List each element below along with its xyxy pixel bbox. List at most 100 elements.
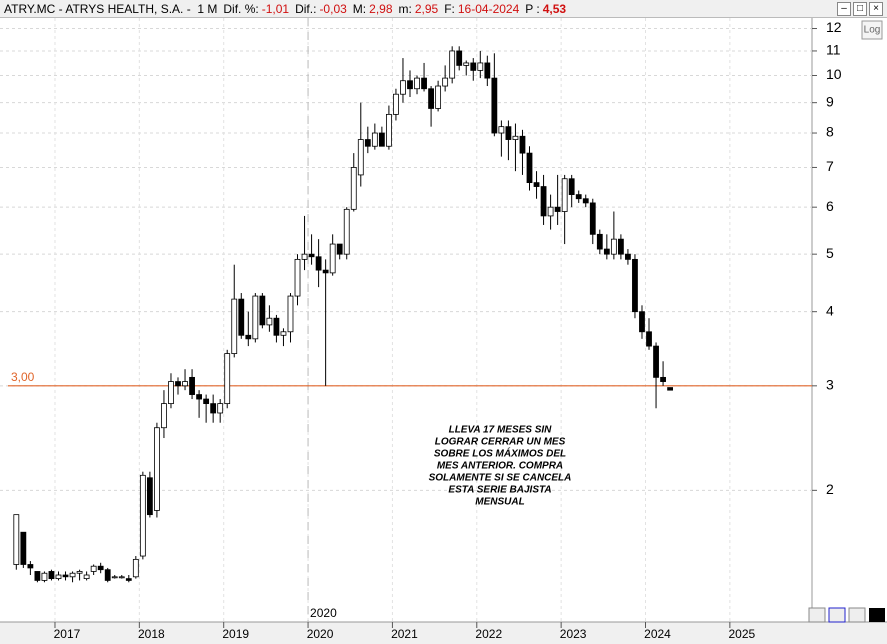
- candle-body: [653, 345, 659, 378]
- candle-body: [470, 62, 477, 71]
- chart: Log 2 3 4 5 6 7 8 9 10 11 12 2017 2018 2019 2020 2021 20…: [0, 18, 887, 644]
- candle-body: [477, 62, 484, 71]
- candle-body: [456, 50, 463, 66]
- candle-body: [463, 62, 470, 66]
- candle-body: [294, 258, 301, 297]
- candle-body: [48, 571, 55, 580]
- candle-body: [41, 572, 48, 581]
- y-tick-label: 11: [826, 42, 841, 58]
- maximize[interactable]: □: [853, 2, 867, 16]
- tool-icon[interactable]: [808, 607, 826, 623]
- candle-body: [259, 295, 266, 326]
- x-tick-label: 2024: [644, 627, 671, 641]
- y-tick-label: 2: [826, 481, 834, 497]
- candle-body: [371, 132, 378, 147]
- candle-body: [540, 186, 547, 217]
- candle-body: [146, 477, 153, 516]
- candle-body: [301, 253, 308, 260]
- candle-body: [554, 206, 561, 212]
- vertical-marker-label: 2020: [310, 606, 337, 620]
- candle-body: [224, 353, 231, 405]
- x-tick-label: 2019: [222, 627, 249, 641]
- candle-body: [168, 381, 174, 405]
- field-value: -0,03: [319, 2, 347, 16]
- candle-body: [575, 194, 582, 200]
- y-tick-label: 12: [826, 19, 842, 35]
- horizontal-line-label: 3,00: [11, 370, 35, 384]
- candle-body: [238, 298, 245, 336]
- candle-body: [596, 233, 603, 250]
- candle-body: [118, 576, 125, 579]
- candle-body: [625, 253, 631, 260]
- candle-body: [55, 574, 62, 580]
- y-tick-label: 7: [826, 158, 834, 174]
- window-buttons: – □ ×: [837, 2, 883, 16]
- candle-body: [660, 376, 666, 382]
- minimize[interactable]: –: [837, 2, 851, 16]
- candle-body: [393, 93, 399, 115]
- annotation-line: SOBRE LOS MÁXIMOS DEL: [434, 447, 566, 460]
- x-tick-label: 2023: [560, 627, 587, 641]
- candle-body: [421, 77, 427, 90]
- candle-body: [329, 243, 336, 274]
- candle-body: [505, 126, 512, 140]
- annotation-line: ESTA SERIE BAJISTA: [448, 485, 551, 496]
- candle-body: [322, 269, 329, 274]
- candle-body: [357, 139, 364, 176]
- close[interactable]: ×: [869, 2, 883, 16]
- candle-body: [97, 565, 104, 571]
- background: [0, 18, 887, 644]
- candle-body: [512, 135, 519, 140]
- candle-body: [154, 427, 160, 511]
- candle-body: [617, 238, 624, 255]
- field-label: m:: [398, 2, 412, 16]
- field-value: 16-04-2024: [457, 2, 520, 16]
- x-axis-strip: [0, 622, 887, 644]
- y-tick-label: 5: [826, 245, 834, 261]
- candle-body: [111, 576, 118, 579]
- log-button-label: Log: [864, 25, 881, 36]
- field-label: P :: [525, 2, 540, 16]
- y-tick-label: 6: [826, 198, 834, 214]
- candle-body: [343, 208, 350, 255]
- y-tick-label: 10: [826, 66, 842, 82]
- candle-body: [27, 564, 34, 569]
- candle-body: [435, 85, 442, 109]
- field-value: 4,53: [542, 2, 567, 16]
- candle-body: [273, 317, 280, 336]
- candle-body: [69, 572, 76, 578]
- candle-body: [336, 243, 343, 255]
- candle-body: [266, 317, 273, 326]
- field-label: F:: [444, 2, 455, 16]
- candle-body: [231, 298, 238, 354]
- candle-body: [568, 178, 575, 196]
- candle-body: [449, 50, 456, 79]
- save-icon[interactable]: [828, 607, 846, 623]
- candle-body: [104, 569, 111, 581]
- candle-body: [34, 571, 41, 581]
- candle-body: [217, 403, 224, 414]
- candle-body: [667, 387, 674, 391]
- x-tick-label: 2025: [729, 627, 756, 641]
- symbol: ATRY.MC - ATRYS HEALTH, S.A. - 1 M: [4, 2, 218, 16]
- x-tick-label: 2018: [138, 627, 165, 641]
- candle-body: [589, 202, 596, 235]
- annotation-line: MES ANTERIOR. COMPRA: [437, 461, 563, 472]
- color-icon[interactable]: [869, 608, 885, 622]
- field-value: 2,98: [369, 2, 393, 16]
- candle-body: [203, 398, 210, 405]
- candle-body: [639, 311, 645, 333]
- log-button[interactable]: [861, 20, 883, 40]
- add-icon[interactable]: [848, 607, 866, 623]
- candle-body: [547, 206, 554, 217]
- candle-body: [561, 178, 568, 212]
- candle-body: [315, 256, 322, 271]
- candle-body: [20, 531, 27, 565]
- candle-body: [414, 77, 420, 90]
- annotation-line: LOGRAR CERRAR UN MES: [435, 437, 566, 448]
- y-tick-label: 9: [826, 93, 834, 109]
- candle-body: [280, 331, 287, 336]
- candle-body: [610, 238, 617, 255]
- candle-body: [308, 253, 315, 258]
- candle-body: [287, 295, 294, 333]
